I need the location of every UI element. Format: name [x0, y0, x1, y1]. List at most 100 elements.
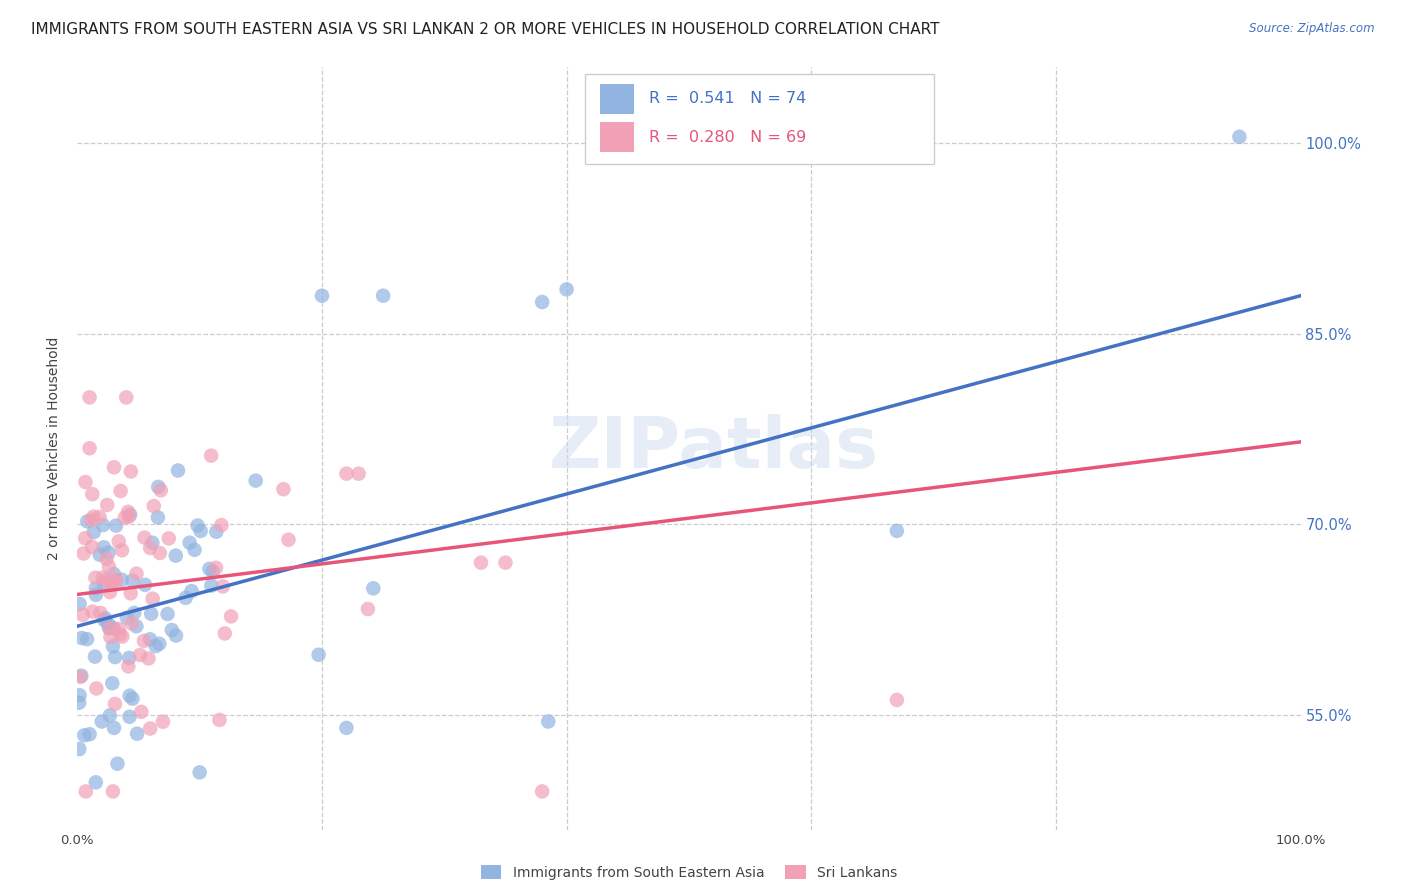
FancyBboxPatch shape: [599, 122, 634, 153]
Point: [187, 518, 209, 533]
Point: [208, 713, 231, 727]
Point: [69, 688, 91, 702]
Point: [101, 575, 124, 590]
Point: [308, 648, 330, 662]
Point: [200, 449, 222, 463]
Point: [91, 571, 114, 585]
Point: [180, 584, 202, 599]
Text: ZIPatlas: ZIPatlas: [548, 414, 879, 483]
Point: [115, 610, 138, 624]
Point: [70, 669, 93, 683]
Point: [121, 691, 143, 706]
Point: [104, 650, 127, 665]
Text: R =  0.280   N = 69: R = 0.280 N = 69: [648, 129, 806, 145]
Point: [142, 499, 165, 513]
Point: [98, 559, 121, 574]
Text: Source: ZipAtlas.com: Source: ZipAtlas.com: [1250, 22, 1375, 36]
Point: [311, 288, 333, 302]
Point: [89, 510, 111, 524]
Point: [531, 295, 554, 310]
Point: [93, 541, 115, 555]
Point: [104, 575, 127, 590]
Point: [89, 548, 111, 562]
Point: [107, 622, 129, 636]
Point: [145, 639, 167, 653]
Point: [152, 714, 174, 729]
Point: [96, 551, 118, 566]
Point: [142, 591, 165, 606]
Point: [146, 510, 169, 524]
Point: [105, 518, 128, 533]
FancyBboxPatch shape: [599, 84, 634, 114]
Point: [94, 611, 117, 625]
Point: [209, 518, 232, 533]
Point: [139, 722, 162, 736]
Point: [100, 630, 122, 644]
Point: [67, 696, 90, 710]
Point: [347, 467, 370, 481]
Point: [105, 572, 128, 586]
Point: [101, 784, 124, 798]
Point: [125, 566, 148, 581]
Point: [120, 465, 142, 479]
Point: [75, 531, 97, 545]
Point: [104, 697, 127, 711]
Point: [205, 561, 228, 575]
Point: [79, 727, 101, 741]
Point: [94, 573, 117, 587]
Point: [84, 588, 107, 602]
Point: [219, 609, 242, 624]
Point: [121, 574, 143, 588]
Point: [141, 607, 163, 621]
Point: [120, 508, 142, 522]
Point: [118, 509, 141, 524]
Point: [118, 710, 141, 724]
Point: [93, 613, 115, 627]
Point: [75, 784, 97, 798]
Point: [160, 623, 183, 637]
Point: [90, 714, 112, 729]
Point: [139, 541, 162, 555]
Point: [156, 607, 179, 621]
Point: [149, 483, 172, 498]
Point: [82, 605, 104, 619]
Point: [83, 525, 105, 540]
Point: [371, 288, 394, 302]
Text: R =  0.541   N = 74: R = 0.541 N = 74: [648, 92, 806, 106]
Point: [886, 693, 908, 707]
Point: [84, 571, 107, 585]
Point: [118, 651, 141, 665]
Point: [98, 621, 121, 635]
Point: [86, 681, 108, 696]
Point: [138, 651, 160, 665]
Point: [120, 586, 142, 600]
Point: [107, 534, 129, 549]
Point: [110, 483, 132, 498]
Point: [79, 441, 101, 455]
Point: [103, 621, 125, 635]
Point: [335, 721, 357, 735]
Point: [531, 784, 554, 798]
Point: [886, 524, 908, 538]
Point: [214, 626, 236, 640]
Point: [198, 562, 221, 576]
Point: [115, 390, 138, 404]
Point: [211, 579, 233, 593]
Point: [98, 585, 121, 599]
Point: [80, 513, 103, 527]
Point: [75, 475, 97, 489]
Point: [91, 518, 114, 533]
Point: [69, 597, 91, 611]
Point: [277, 533, 299, 547]
Point: [157, 532, 180, 546]
Point: [190, 524, 212, 538]
Point: [84, 581, 107, 595]
Point: [82, 487, 104, 501]
Legend: Immigrants from South Eastern Asia, Sri Lankans: Immigrants from South Eastern Asia, Sri …: [481, 865, 897, 880]
Point: [82, 509, 104, 524]
Point: [111, 543, 134, 558]
Point: [245, 474, 267, 488]
Point: [273, 482, 295, 496]
Point: [98, 621, 121, 635]
Point: [76, 632, 98, 647]
